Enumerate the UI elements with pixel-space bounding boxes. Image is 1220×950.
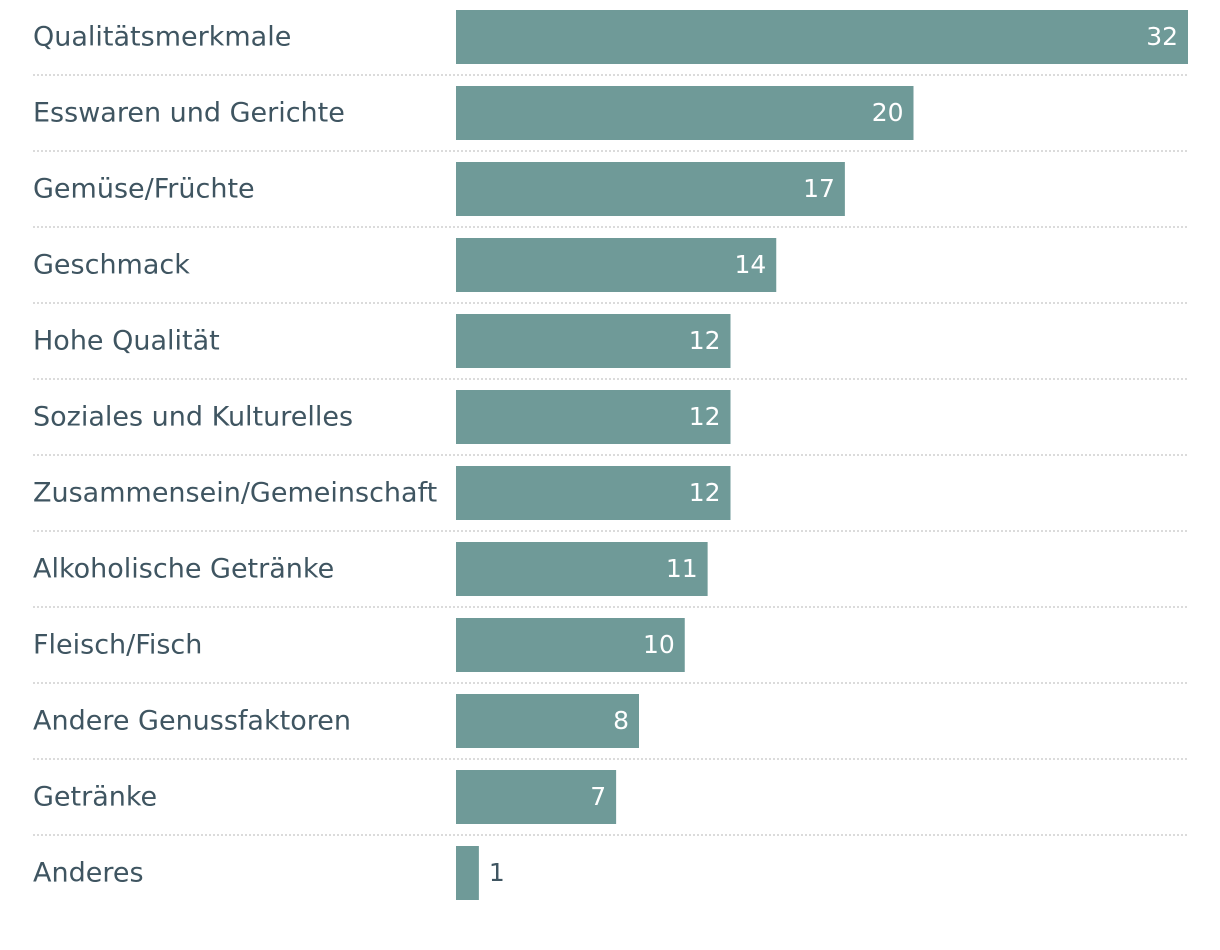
bar — [456, 314, 731, 368]
category-labels: Qualitätsmerkmale Esswaren und Gerichte Ge… — [33, 22, 437, 889]
bar — [456, 466, 731, 520]
value-label: 12 — [689, 402, 721, 431]
bar — [456, 618, 685, 672]
category-label: Getränke — [33, 782, 157, 813]
category-label: Qualitätsmerkmale — [33, 22, 291, 53]
value-label: 12 — [689, 478, 721, 507]
row-separators — [33, 74, 1188, 836]
value-label: 7 — [590, 782, 606, 811]
category-label: Esswaren und Gerichte — [33, 98, 345, 129]
category-label: Soziales und Kulturelles — [33, 402, 353, 433]
value-label: 10 — [643, 630, 675, 659]
value-label: 1 — [489, 858, 505, 887]
bar — [456, 238, 777, 292]
bar — [456, 10, 1188, 64]
bar — [456, 694, 639, 748]
bar — [456, 86, 914, 140]
category-label: Gemüse/Früchte — [33, 174, 255, 205]
category-label: Alkoholische Getränke — [33, 554, 334, 585]
value-label: 17 — [803, 174, 835, 203]
value-label: 11 — [666, 554, 698, 583]
bar — [456, 770, 617, 824]
value-label: 12 — [689, 326, 721, 355]
value-label: 8 — [613, 706, 629, 735]
category-label: Zusammensein/Gemeinschaft — [33, 478, 437, 509]
bar — [456, 162, 845, 216]
bar — [456, 542, 708, 596]
value-label: 14 — [734, 250, 766, 279]
value-label: 20 — [872, 98, 904, 127]
bar — [456, 390, 731, 444]
category-label: Geschmack — [33, 250, 190, 281]
category-label: Hohe Qualität — [33, 326, 220, 357]
bar — [456, 846, 479, 900]
value-label: 32 — [1146, 22, 1178, 51]
category-label: Andere Genussfaktoren — [33, 706, 351, 737]
category-label: Fleisch/Fisch — [33, 630, 202, 661]
value-labels: 32 20 17 14 12 12 12 11 10 8 7 1 — [489, 22, 1178, 887]
bar-series — [456, 10, 1188, 900]
category-label: Anderes — [33, 858, 144, 889]
